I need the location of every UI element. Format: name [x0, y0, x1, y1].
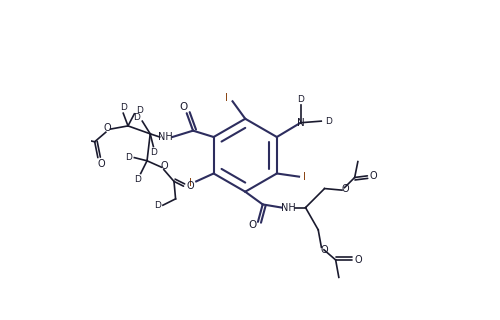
Text: D: D [133, 114, 140, 123]
Text: D: D [134, 175, 141, 184]
Text: D: D [297, 95, 304, 104]
Text: O: O [342, 184, 349, 194]
Text: O: O [370, 171, 378, 181]
Text: O: O [180, 102, 188, 113]
Text: D: D [150, 148, 157, 157]
Text: N: N [297, 118, 304, 128]
Text: NH: NH [158, 132, 173, 142]
Text: I: I [304, 172, 306, 182]
Text: D: D [136, 106, 143, 115]
Text: O: O [97, 159, 105, 169]
Text: O: O [186, 181, 194, 191]
Text: O: O [160, 161, 168, 171]
Text: D: D [125, 153, 132, 162]
Text: I: I [189, 178, 192, 188]
Text: O: O [354, 255, 362, 265]
Text: D: D [154, 201, 160, 210]
Text: O: O [248, 220, 256, 230]
Text: D: D [325, 117, 332, 126]
Text: O: O [104, 124, 111, 133]
Text: NH: NH [282, 203, 296, 212]
Text: I: I [226, 93, 228, 103]
Text: D: D [120, 103, 126, 112]
Text: O: O [320, 245, 328, 255]
